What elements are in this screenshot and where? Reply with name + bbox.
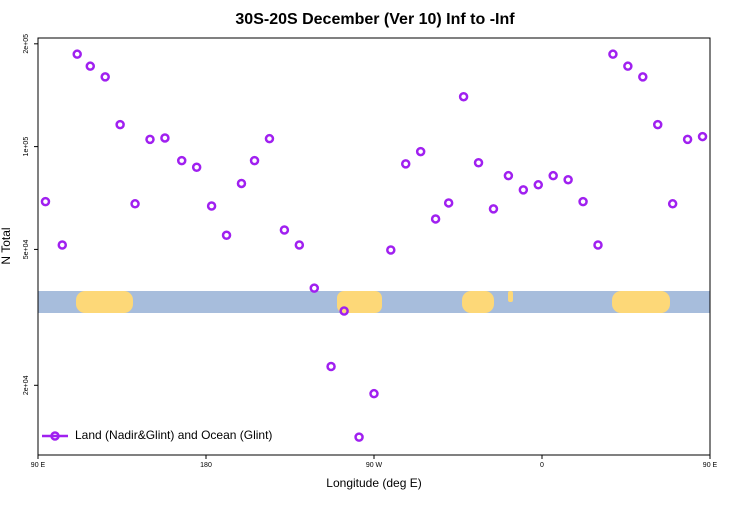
point bbox=[443, 198, 454, 208]
point bbox=[608, 49, 618, 59]
point bbox=[652, 119, 663, 130]
map-land bbox=[612, 291, 670, 313]
point bbox=[85, 61, 96, 71]
point bbox=[72, 49, 82, 59]
point bbox=[115, 119, 125, 130]
point bbox=[191, 162, 202, 173]
point bbox=[667, 199, 678, 209]
point bbox=[415, 146, 426, 157]
point bbox=[430, 214, 441, 224]
point bbox=[638, 72, 648, 82]
point bbox=[578, 196, 588, 207]
point bbox=[369, 388, 379, 399]
x-tick-label: 0 bbox=[540, 462, 544, 469]
x-tick-label: 90 E bbox=[31, 462, 46, 469]
point bbox=[206, 201, 217, 211]
point bbox=[264, 133, 275, 144]
y-tick-label: 2e+05 bbox=[23, 34, 30, 54]
legend-label: Land (Nadir&Glint) and Ocean (Glint) bbox=[75, 428, 272, 442]
plot-frame bbox=[37, 37, 711, 456]
point bbox=[145, 134, 155, 145]
point bbox=[400, 159, 411, 169]
point bbox=[100, 72, 110, 82]
point bbox=[176, 155, 187, 166]
y-axis-label: N Total bbox=[0, 227, 13, 264]
point bbox=[326, 361, 336, 372]
map-land bbox=[508, 291, 513, 302]
y-tick-label: 2e+04 bbox=[23, 375, 30, 395]
point bbox=[458, 91, 469, 102]
point bbox=[473, 157, 484, 168]
map-land bbox=[76, 291, 133, 313]
chart-title: 30S-20S December (Ver 10) Inf to -Inf bbox=[235, 11, 515, 28]
point bbox=[593, 240, 603, 250]
point bbox=[563, 174, 573, 185]
point bbox=[236, 178, 247, 189]
point bbox=[386, 245, 396, 255]
point bbox=[533, 180, 544, 190]
point bbox=[488, 204, 499, 214]
point bbox=[249, 155, 260, 166]
point bbox=[57, 240, 68, 250]
map-land bbox=[337, 291, 382, 313]
x-tick-label: 90 E bbox=[703, 462, 718, 469]
y-tick-label: 1e+05 bbox=[23, 137, 30, 157]
legend-marker bbox=[50, 431, 60, 441]
point bbox=[339, 306, 349, 316]
point bbox=[697, 131, 708, 142]
point bbox=[354, 432, 364, 442]
map-land bbox=[462, 291, 494, 313]
point bbox=[548, 170, 558, 181]
point bbox=[503, 170, 514, 181]
point bbox=[309, 283, 320, 293]
point bbox=[40, 196, 51, 207]
point bbox=[221, 230, 232, 241]
point bbox=[682, 134, 693, 145]
y-tick-label: 5e+04 bbox=[23, 239, 30, 259]
point bbox=[623, 61, 633, 71]
point bbox=[130, 199, 140, 209]
x-axis-label: Longitude (deg E) bbox=[326, 476, 421, 490]
x-tick-label: 180 bbox=[200, 462, 212, 469]
point bbox=[294, 240, 305, 250]
x-tick-label: 90 W bbox=[366, 462, 383, 469]
point bbox=[518, 185, 529, 195]
point bbox=[160, 133, 170, 143]
point bbox=[279, 225, 290, 235]
